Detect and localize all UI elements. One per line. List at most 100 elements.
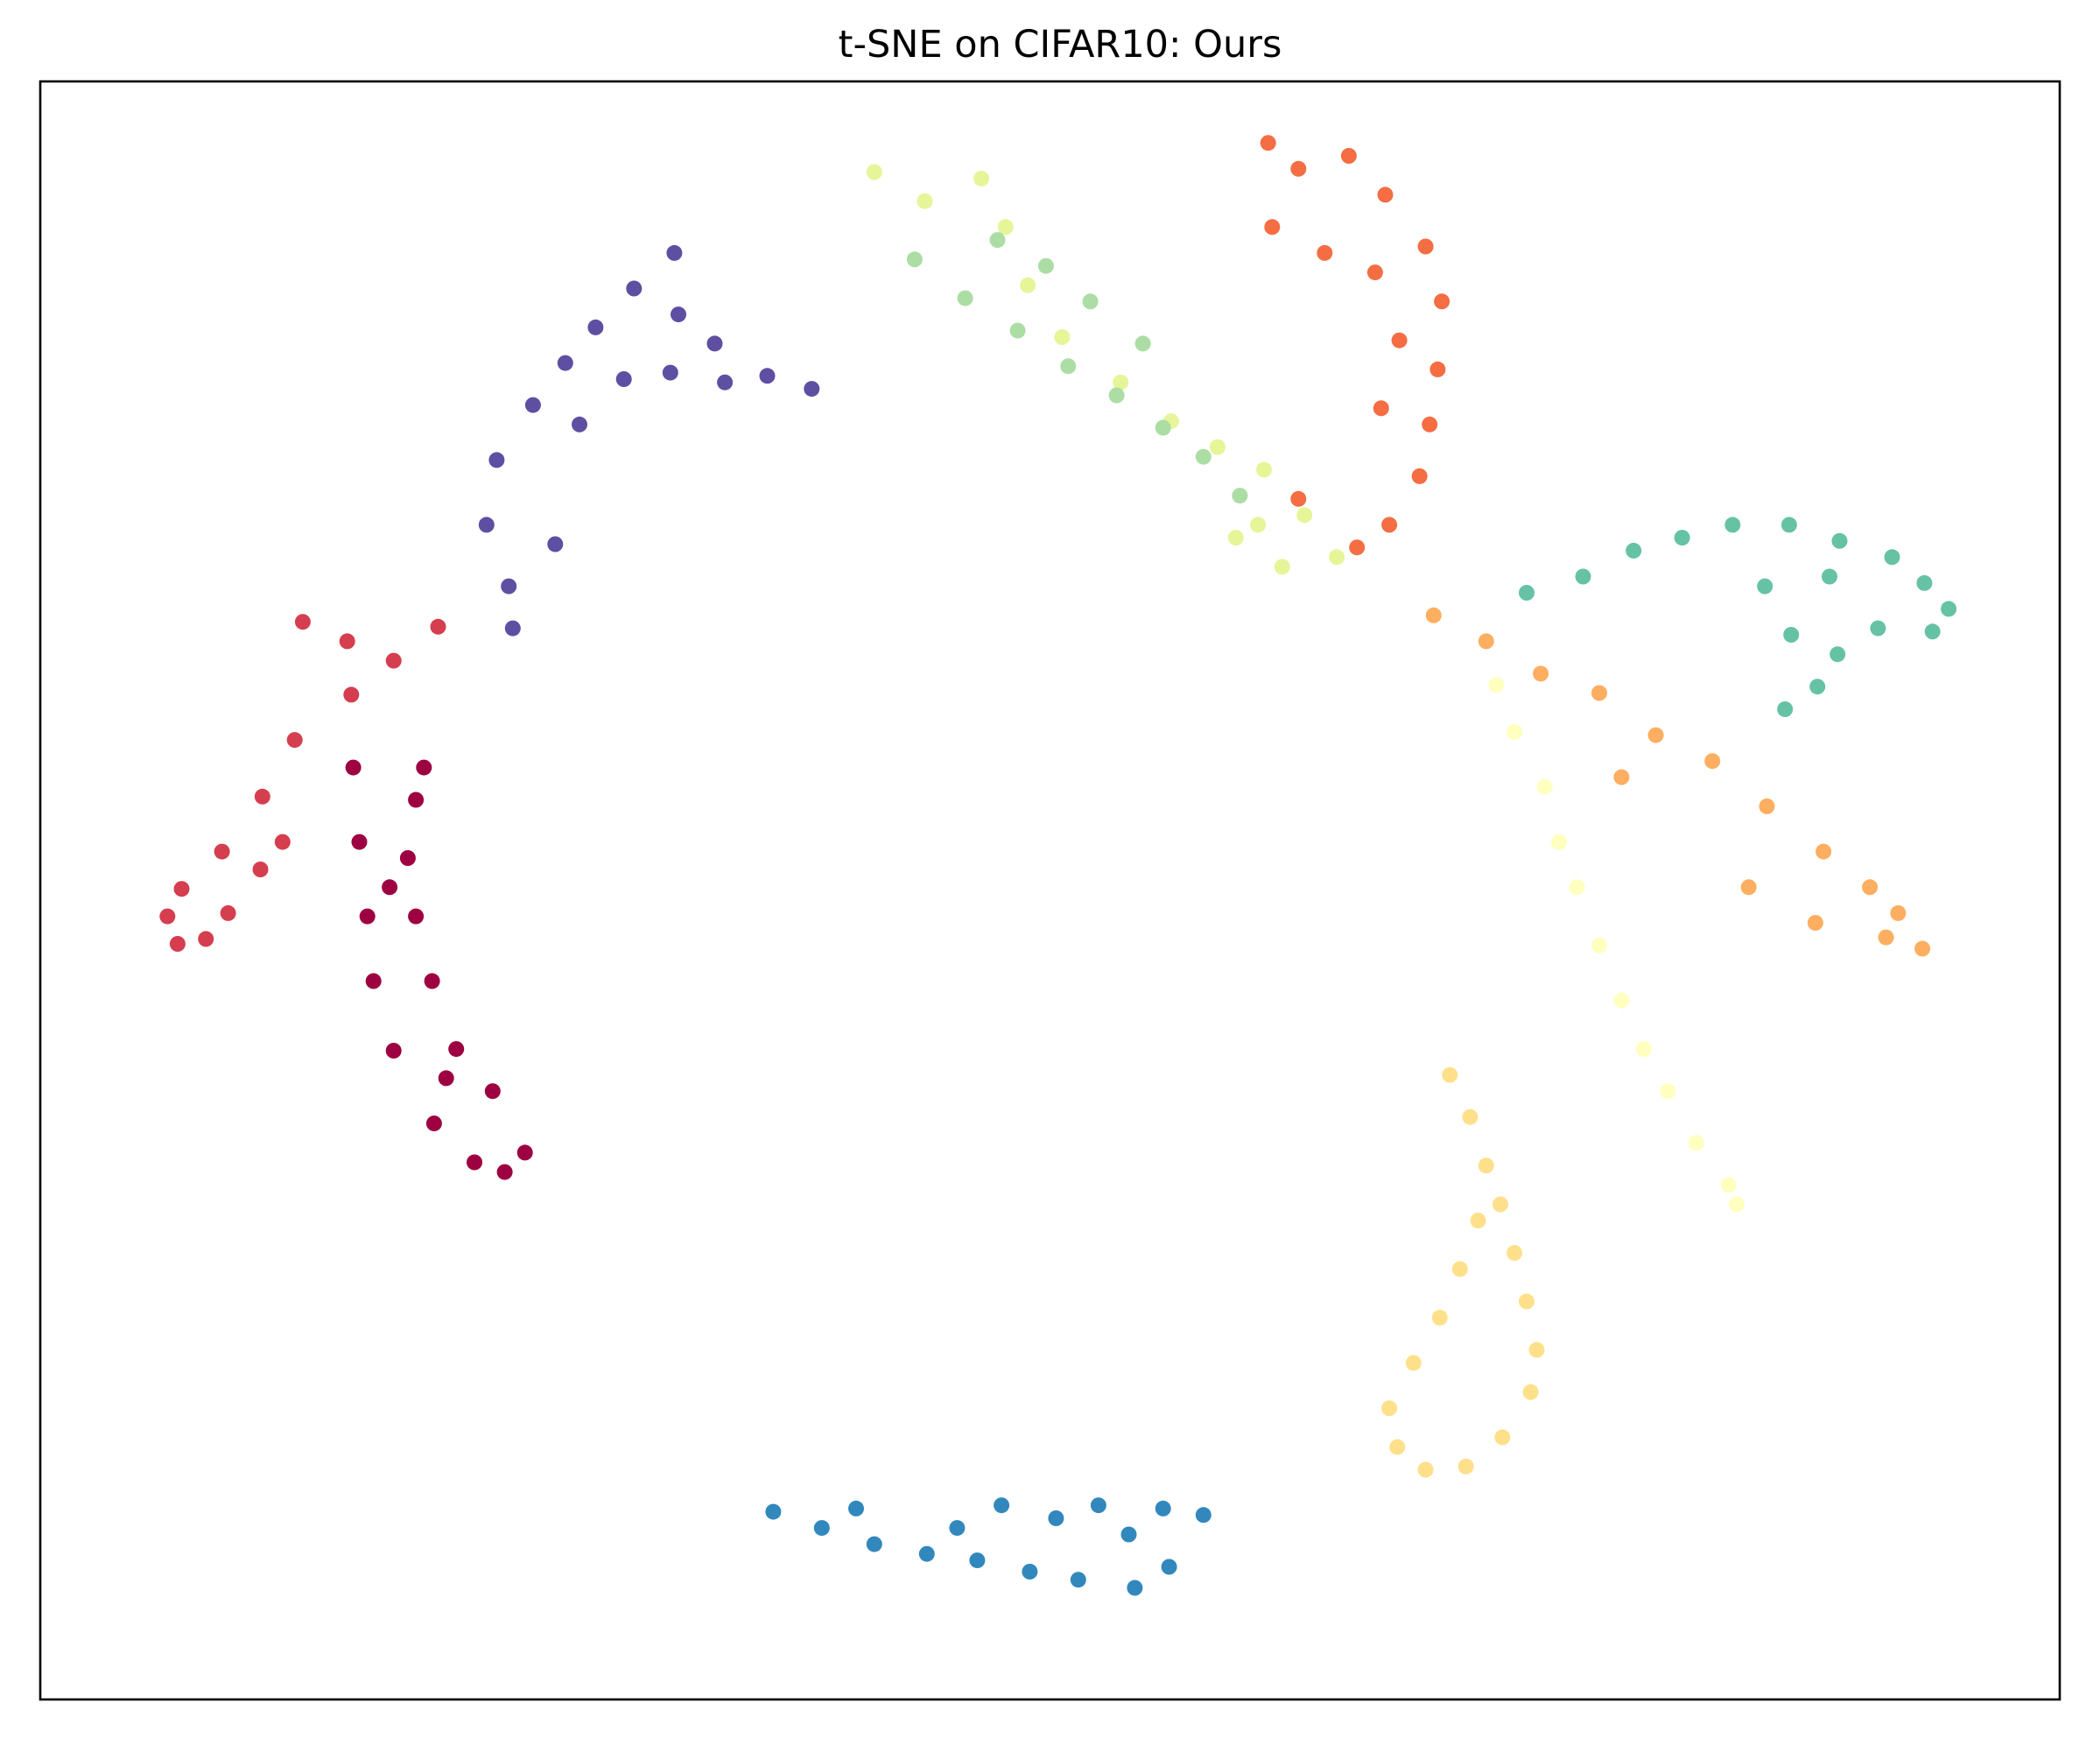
scatter-point	[1260, 135, 1276, 151]
scatter-point	[1890, 904, 1907, 921]
scatter-point	[1550, 834, 1567, 850]
scatter-point	[169, 936, 186, 952]
scatter-point	[1757, 578, 1773, 595]
scatter-point	[408, 908, 425, 925]
scatter-point	[424, 973, 440, 989]
scatter-point	[365, 973, 382, 989]
scatter-point	[159, 908, 176, 925]
scatter-point	[1391, 332, 1408, 348]
scatter-point	[1914, 940, 1931, 957]
series-9	[765, 1497, 1212, 1596]
scatter-point	[804, 381, 820, 398]
scatter-point	[286, 732, 303, 749]
scatter-point	[1878, 929, 1894, 946]
scatter-point	[1232, 488, 1248, 504]
scatter-point	[1720, 1177, 1737, 1193]
scatter-point	[1536, 778, 1553, 795]
scatter-point	[524, 397, 541, 413]
chart-title: t-SNE on CIFAR10: Ours	[839, 23, 1282, 67]
series-1	[159, 614, 446, 952]
scatter-point	[1120, 1526, 1137, 1543]
scatter-point	[1431, 1309, 1448, 1326]
scatter-point	[1759, 798, 1775, 814]
scatter-point	[220, 904, 236, 921]
scatter-point	[1366, 264, 1383, 281]
scatter-point	[1422, 416, 1438, 433]
scatter-point	[1425, 607, 1442, 623]
scatter-point	[969, 1552, 986, 1569]
scatter-point	[973, 170, 990, 186]
scatter-point	[1924, 623, 1941, 640]
scatter-point	[1127, 1580, 1143, 1596]
scatter-point	[1381, 1400, 1398, 1417]
scatter-point	[866, 1536, 882, 1552]
scatter-point	[1113, 374, 1129, 391]
scatter-point	[501, 578, 517, 595]
scatter-point	[671, 306, 686, 323]
scatter-point	[1048, 1510, 1064, 1526]
scatter-point	[1090, 1497, 1106, 1514]
scatter-point	[717, 374, 734, 391]
scatter-point	[1054, 329, 1071, 345]
scatter-point	[1377, 186, 1394, 203]
scatter-point	[1870, 620, 1886, 637]
scatter-point	[254, 788, 270, 805]
scatter-point	[438, 1070, 454, 1087]
scatter-point	[1434, 293, 1450, 310]
scatter-point	[1227, 530, 1244, 546]
series-10	[478, 244, 820, 637]
scatter-point	[496, 1164, 513, 1180]
scatter-point	[1533, 665, 1549, 682]
scatter-point	[626, 280, 643, 297]
scatter-point	[1862, 879, 1879, 896]
scatter-point	[1783, 627, 1800, 643]
scatter-point	[1780, 517, 1797, 533]
scatter-point	[572, 416, 587, 433]
scatter-point	[1274, 559, 1290, 575]
scatter-point	[1429, 361, 1446, 377]
scatter-point	[918, 1545, 935, 1562]
scatter-point	[957, 290, 973, 306]
scatter-point	[1195, 448, 1212, 465]
scatter-point	[1809, 679, 1826, 695]
scatter-point	[1457, 1458, 1474, 1474]
scatter-point	[1507, 723, 1523, 740]
scatter-point	[359, 908, 376, 925]
scatter-point	[425, 1115, 442, 1132]
scatter-point	[866, 164, 882, 180]
scatter-point	[1478, 633, 1494, 650]
scatter-point	[351, 834, 368, 850]
scatter-point	[1470, 1213, 1486, 1228]
scatter-points	[159, 135, 1957, 1596]
scatter-point	[1250, 517, 1267, 533]
scatter-point	[1519, 585, 1535, 601]
scatter-point	[994, 1497, 1010, 1514]
scatter-point	[430, 618, 446, 635]
scatter-point	[484, 1083, 501, 1100]
scatter-point	[1647, 727, 1664, 743]
scatter-point	[1134, 335, 1151, 352]
scatter-point	[1728, 1196, 1745, 1213]
scatter-point	[1528, 1341, 1545, 1358]
scatter-point	[997, 219, 1014, 236]
scatter-point	[1405, 1355, 1422, 1371]
scatter-point	[274, 834, 291, 850]
scatter-point	[1613, 769, 1630, 785]
scatter-point	[1492, 1196, 1508, 1213]
scatter-point	[1155, 419, 1171, 436]
scatter-point	[1591, 937, 1607, 953]
scatter-point	[1317, 244, 1333, 261]
scatter-point	[1522, 1383, 1539, 1400]
scatter-point	[1290, 490, 1307, 507]
scatter-point	[1020, 277, 1036, 293]
scatter-point	[504, 620, 521, 637]
scatter-point	[1108, 387, 1125, 404]
series-3	[1425, 607, 1931, 957]
scatter-point	[1688, 1135, 1704, 1151]
scatter-point	[339, 633, 355, 650]
scatter-point	[1442, 1066, 1458, 1083]
scatter-point	[1830, 646, 1846, 663]
scatter-point	[408, 792, 425, 808]
scatter-point	[1478, 1157, 1494, 1174]
